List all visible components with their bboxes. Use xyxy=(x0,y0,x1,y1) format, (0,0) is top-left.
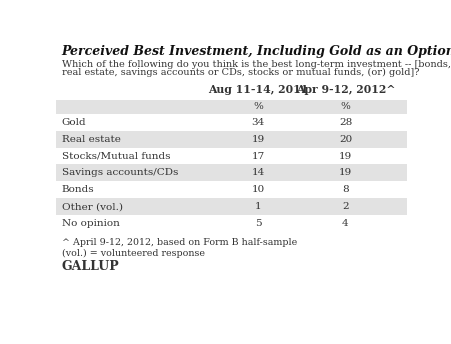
Text: ^ April 9-12, 2012, based on Form B half-sample: ^ April 9-12, 2012, based on Form B half… xyxy=(62,238,296,247)
Text: Other (vol.): Other (vol.) xyxy=(62,202,123,211)
Text: No opinion: No opinion xyxy=(62,219,120,228)
Text: 2: 2 xyxy=(341,202,348,211)
Text: %: % xyxy=(340,102,350,111)
Text: 8: 8 xyxy=(341,185,348,194)
Text: 1: 1 xyxy=(254,202,261,211)
Text: real estate, savings accounts or CDs, stocks or mutual funds, (or) gold]?: real estate, savings accounts or CDs, st… xyxy=(62,68,419,77)
Bar xyxy=(56,164,406,181)
Text: %: % xyxy=(253,102,262,111)
Text: (vol.) = volunteered response: (vol.) = volunteered response xyxy=(62,248,204,258)
Text: 19: 19 xyxy=(338,169,351,178)
Text: 10: 10 xyxy=(251,185,264,194)
Text: 17: 17 xyxy=(251,151,264,161)
Text: Aug 11-14, 2011: Aug 11-14, 2011 xyxy=(207,84,308,95)
Text: Stocks/Mutual funds: Stocks/Mutual funds xyxy=(62,151,170,161)
Text: Perceived Best Investment, Including Gold as an Option: Perceived Best Investment, Including Gol… xyxy=(62,45,451,58)
Text: 5: 5 xyxy=(254,219,261,228)
Bar xyxy=(56,100,406,114)
Bar xyxy=(56,131,406,148)
Text: 14: 14 xyxy=(251,169,264,178)
Text: Which of the following do you think is the best long-term investment -- [bonds,: Which of the following do you think is t… xyxy=(62,60,450,69)
Text: 34: 34 xyxy=(251,118,264,127)
Text: GALLUP: GALLUP xyxy=(62,260,119,273)
Text: 19: 19 xyxy=(338,151,351,161)
Text: 28: 28 xyxy=(338,118,351,127)
Text: Gold: Gold xyxy=(62,118,86,127)
Text: 19: 19 xyxy=(251,135,264,143)
Text: Apr 9-12, 2012^: Apr 9-12, 2012^ xyxy=(295,84,394,95)
Text: Bonds: Bonds xyxy=(62,185,94,194)
Bar xyxy=(56,198,406,215)
Text: Savings accounts/CDs: Savings accounts/CDs xyxy=(62,169,178,178)
Text: 4: 4 xyxy=(341,219,348,228)
Text: 20: 20 xyxy=(338,135,351,143)
Text: Real estate: Real estate xyxy=(62,135,120,143)
